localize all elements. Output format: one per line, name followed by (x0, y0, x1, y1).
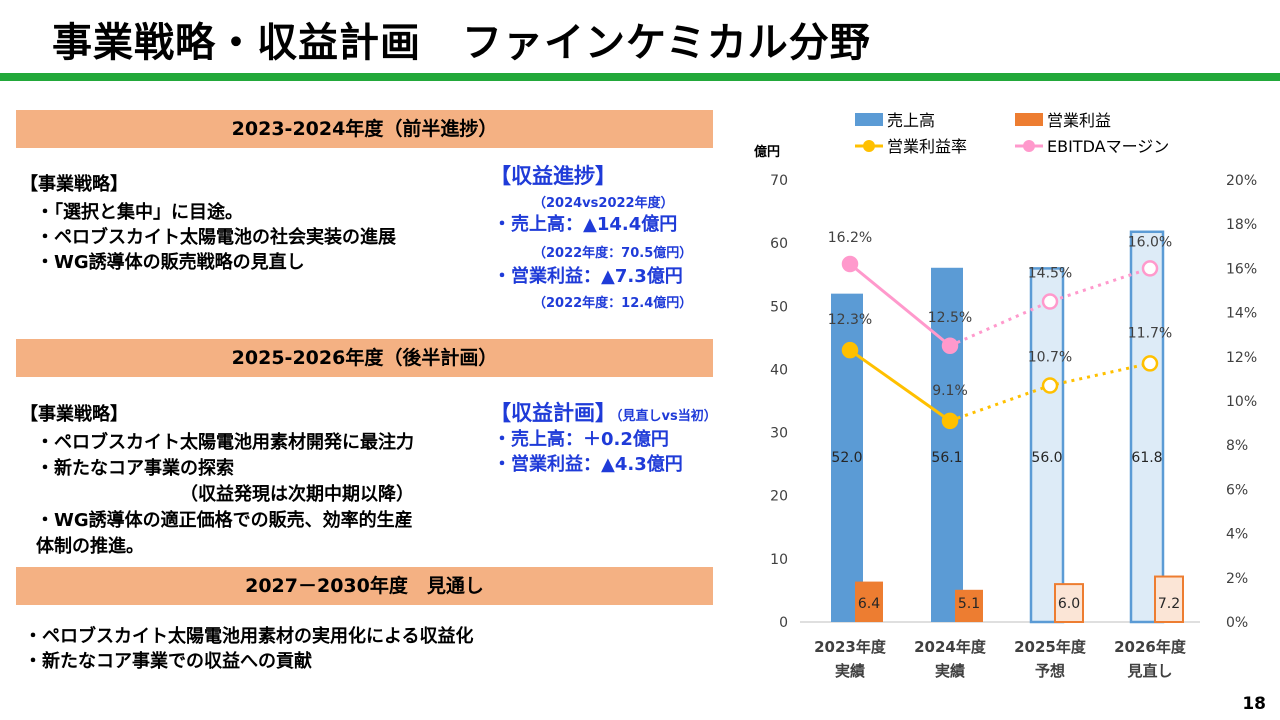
page-title: 事業戦略・収益計画 ファインケミカル分野 (52, 20, 871, 66)
ebitda-margin-label: 14.5% (1028, 266, 1072, 282)
y2-tick-label: 12% (1226, 350, 1257, 366)
section-header-second-half: 2025-2026年度（後半計画） (16, 339, 713, 377)
y-tick-label: 10 (770, 552, 788, 568)
y2-tick-label: 14% (1226, 306, 1257, 322)
profit-item-sales: ・売上高：▲14.4億円 (493, 214, 678, 235)
strategy-item-cont: 体制の推進。 (36, 536, 144, 557)
bar-sales-label: 52.0 (831, 450, 862, 466)
ebitda-margin-point (1141, 260, 1159, 277)
y2-tick-label: 18% (1226, 217, 1257, 233)
legend-label: 営業利益 (1047, 111, 1111, 130)
bar-sales-label: 61.8 (1131, 450, 1162, 466)
legend-swatch (855, 113, 883, 126)
page-number: 18 (1242, 694, 1266, 714)
bar-op-profit (1054, 583, 1084, 624)
ebitda-margin-point (941, 337, 959, 354)
profit-item-op-note: （2022年度：12.4億円） (533, 296, 693, 311)
legend-swatch-marker (1023, 140, 1035, 152)
y-tick-label: 40 (770, 362, 788, 378)
x-tick-label: 実績 (935, 662, 965, 680)
legend-label: EBITDAマージン (1047, 137, 1169, 156)
ebitda-margin-line-actual (849, 262, 951, 347)
x-tick-label: 2023年度 (814, 638, 887, 656)
bar-op-label: 7.2 (1158, 596, 1180, 612)
legend-label: 売上高 (887, 111, 935, 130)
ebitda-margin-label: 16.2% (828, 230, 872, 246)
y-tick-label: 60 (770, 236, 788, 252)
strategy-item: ・WG誘導体の適正価格での販売、効率的生産 (36, 510, 413, 531)
strategy-heading: 【事業戦略】 (20, 174, 128, 195)
y2-tick-label: 0% (1226, 615, 1248, 631)
y2-tick-label: 20% (1226, 173, 1257, 189)
y2-tick-label: 2% (1226, 571, 1248, 587)
op-margin-point (1141, 355, 1159, 372)
profit-progress-sub: （2024vs2022年度） (533, 196, 674, 211)
legend-label: 営業利益率 (887, 137, 967, 156)
bar-sales-label: 56.0 (1031, 450, 1062, 466)
strategy-item: ・ペロブスカイト太陽電池用素材開発に最注力 (36, 432, 414, 453)
outlook-item: ・ペロブスカイト太陽電池用素材の実用化による収益化 (24, 626, 474, 647)
strategy-item: ・新たなコア事業の探索 (36, 458, 234, 479)
legend-swatch (1015, 113, 1043, 126)
op-margin-point (841, 341, 859, 359)
x-tick-label: 実績 (835, 662, 865, 680)
op-margin-label: 9.1% (932, 383, 968, 399)
op-margin-label: 11.7% (1128, 325, 1172, 341)
profit-plan-sales: ・売上高：＋0.2億円 (493, 429, 669, 450)
x-tick-label: 2025年度 (1014, 638, 1087, 656)
profit-item-op: ・営業利益：▲7.3億円 (493, 266, 683, 287)
strategy-item: ・ペロブスカイト太陽電池の社会実装の進展 (36, 227, 396, 248)
bar-sales (1029, 267, 1065, 624)
profit-plan-heading: 【収益計画】 (490, 401, 616, 425)
y-tick-label: 20 (770, 489, 788, 505)
bar-op-profit (955, 589, 983, 622)
x-tick-label: 2024年度 (914, 638, 987, 656)
op-margin-label: 12.3% (828, 312, 872, 328)
strategy-item-note: （収益発現は次期中期以降） (180, 484, 414, 505)
outlook-item: ・新たなコア事業での収益への貢献 (24, 651, 312, 672)
strategy-heading: 【事業戦略】 (20, 404, 128, 425)
op-margin-point (941, 412, 959, 430)
op-margin-line-actual (849, 348, 951, 423)
bar-op-label: 6.4 (858, 596, 880, 612)
y2-tick-label: 6% (1226, 482, 1248, 498)
ebitda-margin-label: 16.0% (1128, 234, 1172, 250)
bar-op-label: 5.1 (958, 596, 980, 612)
y-axis-unit: 億円 (754, 144, 780, 160)
legend-swatch-marker (863, 140, 875, 152)
op-margin-label: 10.7% (1028, 350, 1072, 366)
strategy-item: ・WG誘導体の販売戦略の見直し (36, 252, 305, 273)
ebitda-margin-point (841, 255, 859, 273)
section-header-outlook: 2027－2030年度 見通し (16, 567, 713, 605)
profit-progress-heading: 【収益進捗】 (490, 164, 616, 188)
y-tick-label: 0 (779, 615, 788, 631)
bar-op-profit (1154, 575, 1184, 623)
x-tick-label: 見直し (1126, 662, 1172, 680)
strategy-item: ・「選択と集中」に目途。 (36, 202, 243, 223)
bar-op-profit (855, 581, 883, 622)
profit-plan-op: ・営業利益：▲4.3億円 (493, 454, 683, 475)
bar-sales-label: 56.1 (931, 450, 962, 466)
y2-tick-label: 16% (1226, 261, 1257, 277)
combo-chart: 億円 0 10 20 30 40 50 60 70 0% 2% 4% 6% 8% 10% 12% 14% 16% 1… (754, 111, 1257, 680)
y2-tick-label: 8% (1226, 438, 1248, 454)
y2-tick-label: 4% (1226, 527, 1248, 543)
profit-plan-heading-wrap: 【収益計画】（見直しvs当初） (490, 397, 717, 427)
section-header-first-half: 2023-2024年度（前半進捗） (16, 110, 713, 148)
ebitda-margin-point (1041, 293, 1059, 310)
bar-op-label: 6.0 (1058, 596, 1080, 612)
profit-plan-heading-suffix: （見直しvs当初） (616, 409, 717, 424)
y2-tick-label: 10% (1226, 394, 1257, 410)
op-margin-point (1041, 377, 1059, 394)
x-tick-label: 2026年度 (1114, 638, 1187, 656)
ebitda-margin-label: 12.5% (928, 310, 972, 326)
profit-item-sales-note: （2022年度：70.5億円） (533, 246, 693, 261)
y-tick-label: 70 (770, 173, 788, 189)
y-tick-label: 30 (770, 426, 788, 442)
bar-sales (931, 267, 963, 622)
bar-sales (1129, 230, 1165, 624)
x-tick-label: 予想 (1035, 662, 1065, 680)
title-underline (0, 73, 1280, 81)
y-tick-label: 50 (770, 299, 788, 315)
